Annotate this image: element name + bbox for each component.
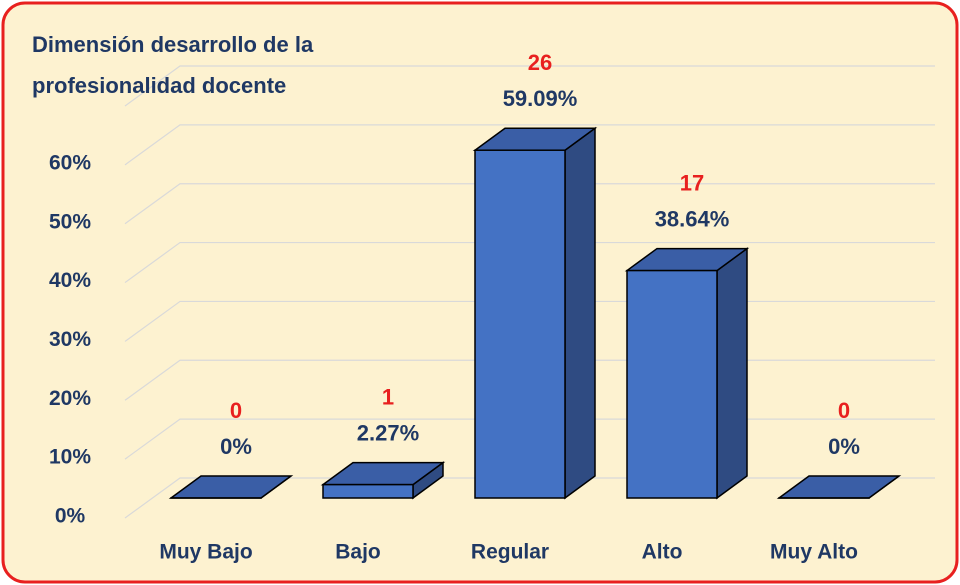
bar (168, 475, 294, 499)
y-tick-label: 40% (49, 269, 91, 292)
x-tick-label: Bajo (335, 541, 381, 564)
bar-front (474, 149, 566, 499)
y-tick-label: 0% (55, 505, 86, 528)
bar (320, 461, 446, 500)
bar-front (626, 269, 718, 499)
x-tick-label: Regular (471, 541, 549, 564)
count-label: 0 (838, 398, 850, 423)
y-tick-label: 30% (49, 328, 91, 351)
value-label: 0% (828, 434, 860, 459)
count-label: 17 (680, 170, 704, 195)
value-label: 2.27% (357, 420, 419, 445)
bar (776, 475, 902, 499)
x-tick-label: Muy Alto (770, 541, 858, 564)
bar-side (564, 126, 596, 500)
bar (472, 126, 598, 500)
grid-line (124, 183, 935, 225)
y-tick-label: 50% (49, 210, 91, 233)
count-label: 1 (382, 384, 394, 409)
y-tick-label: 20% (49, 387, 91, 410)
x-tick-label: Muy Bajo (159, 541, 252, 564)
count-label: 0 (230, 398, 242, 423)
value-label: 0% (220, 434, 252, 459)
wall-edge (124, 65, 935, 107)
bar-front (322, 483, 414, 499)
y-tick-label: 60% (49, 151, 91, 174)
bar-side (716, 247, 748, 500)
grid-line (124, 124, 935, 166)
value-label: 59.09% (503, 86, 578, 111)
y-tick-label: 10% (49, 446, 91, 469)
bar (624, 247, 750, 500)
x-tick-label: Alto (642, 541, 683, 564)
count-label: 26 (528, 50, 552, 75)
chart-title: Dimensión desarrollo de la profesionalid… (32, 32, 314, 98)
value-label: 38.64% (655, 206, 730, 231)
grid-line (124, 241, 935, 284)
